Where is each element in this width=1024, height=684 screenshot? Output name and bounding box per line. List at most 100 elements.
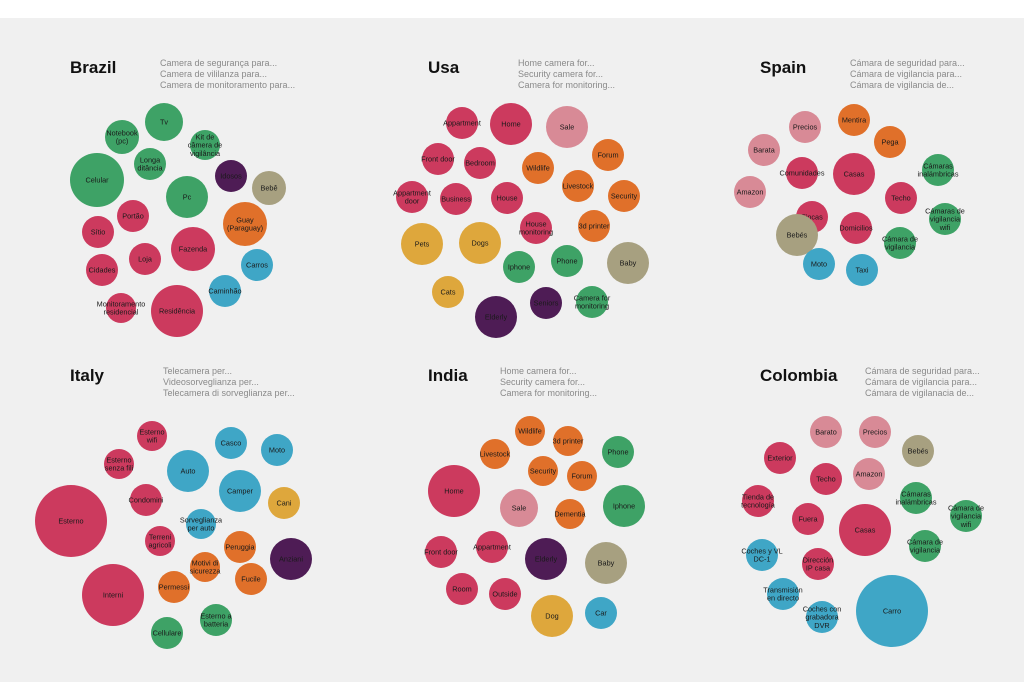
bubble-label-line: Kit de [196,132,215,141]
bubble-group: Appartment [443,107,481,139]
bubble [490,103,532,145]
bubble-label-line: Security [611,192,638,201]
bubble [776,214,818,256]
bubble [459,222,501,264]
bubble-group: Cámara de vigilancia wifi [948,500,984,532]
country-title: Spain [760,58,807,77]
bubble-label-line: Cámaras [901,490,931,499]
bubble [900,482,932,514]
bubble-label: Dogs [471,239,488,248]
bubble [106,293,136,323]
bubble-label-line: Mentira [842,116,867,125]
bubble-group: Transmisión en directo [763,578,803,610]
bubble-group: Forum [567,461,597,491]
bubble-label-line: vigilancia [951,512,982,521]
bubble-group: Amazon [734,176,766,208]
bubble-group: Iphone [603,485,645,527]
bubble-group: Home [490,103,532,145]
bubble-label-line: Sale [560,123,575,132]
bubble [440,183,472,215]
bubble [117,200,149,232]
bubble-label: Carro [883,607,901,616]
bubble-group: Residência [151,285,203,337]
bubble-group: Dirección IP casa [802,548,834,580]
bubble-group: Sale [546,106,588,148]
query-text: Cámara de vigilancia para... [850,69,963,79]
bubble-label-line: Cámaras de [925,206,965,215]
country-title: Brazil [70,58,117,77]
bubble-group: Condomini [129,484,164,516]
bubble-label-line: Comunidades [779,169,824,178]
bubble [35,485,107,557]
bubble-label: Cats [440,288,455,297]
bubble-group: Elderly [525,538,567,580]
bubble-label-line: Bebê [260,184,277,193]
bubble-label-line: inalámbricas [918,170,959,179]
bubble [839,504,891,556]
country-title: Colombia [760,366,838,385]
bubble [578,210,610,242]
bubble [190,552,220,582]
bubble-label: Appartment [473,543,511,552]
bubble-label-line: 3d printer [553,437,584,446]
bubble-group: Sítio [82,216,114,248]
bubble-label-line: Bedroom [465,159,495,168]
bubble-label-line: Longa [140,156,161,165]
bubble-group: Cámaras de vigilancia wifi [925,203,965,235]
bubble [171,227,215,271]
bubble-group: Barata [748,134,780,166]
bubble [546,106,588,148]
bubble-group: Casas [839,504,891,556]
bubble-group: Room [446,573,478,605]
bubble-group: Taxi [846,254,878,286]
bubble-label-line: Amazon [737,188,764,197]
bubble-group: 3d printer [553,426,584,456]
bubble-group: Barato [810,416,842,448]
bubble-label-line: Casas [844,170,865,179]
bubble [950,500,982,532]
bubble [853,458,885,490]
bubble-label-line: Pc [183,193,192,202]
bubble [145,103,183,141]
bubble-label-line: Barato [815,428,837,437]
bubble-label-line: Cidades [89,266,116,275]
bubble [241,249,273,281]
bubble-label-line: Appartment [393,189,431,198]
bubble [742,485,774,517]
bubble-group: Techo [810,463,842,495]
bubble-label: Anziani [279,555,303,564]
bubble-label-line: Sorveglianza [180,516,223,525]
bubble-chart: Barato Precios Bebés Exterior Techo Amazon Tie… [741,416,984,647]
bubble-label: Dirección IP casa [803,556,833,573]
bubble-label-line: residencial [104,308,139,317]
bubble-label-line: Cámara de [907,538,943,547]
query-list: Cámara de seguridad para... Cámara de vi… [850,58,965,91]
bubble-label: Techo [891,194,910,203]
bubble-label: Longa ditância [137,156,163,173]
bubble-group: Outside [489,578,521,610]
bubble-label: Dementia [554,510,586,519]
bubble-label-line: batteria [204,620,229,629]
bubble-group: Dementia [554,499,587,529]
chart-canvas: Brazil Camera de segurança para... Camer… [0,18,1024,682]
bubble-label-line: Exterior [767,454,793,463]
bubble [806,601,838,633]
bubble-label: Carros [246,261,268,270]
bubble-label: Baby [598,559,615,568]
bubble-label-line: Phone [607,448,628,457]
query-list: Home camera for... Security camera for..… [518,58,615,91]
bubble-label: Notebook (pc) [106,129,138,146]
query-text: Telecamera di sorveglianza per... [163,388,295,398]
bubble-group: House [491,182,523,214]
bubble-label: Barato [815,428,837,437]
bubble-label-line: Dogs [471,239,488,248]
bubble-label: Forum [571,472,592,481]
bubble [909,530,941,562]
bubble [748,134,780,166]
bubble-group: Esterno senza fili [104,449,134,479]
bubble [874,126,906,158]
bubble [802,548,834,580]
bubble-label-line: vigilância [190,149,221,158]
query-list: Camera de segurança para... Camera de vi… [160,58,295,91]
